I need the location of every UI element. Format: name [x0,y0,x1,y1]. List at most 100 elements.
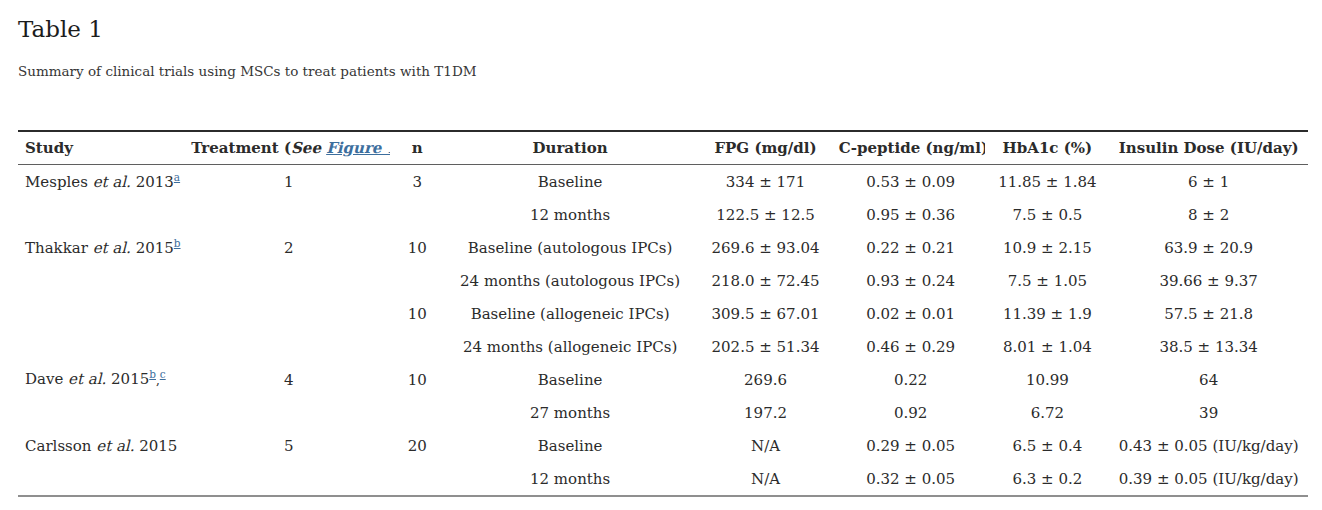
n-cell [390,330,445,363]
table-body: Mesples et al. 2013a13Baseline334 ± 1710… [18,165,1308,497]
treatment-header-prefix: Treatment ( [191,139,291,157]
table-row: Dave et al. 2015b,c410Baseline269.60.221… [18,363,1308,396]
hba1c-cell: 11.39 ± 1.9 [985,297,1109,330]
study-cell [18,198,188,231]
table-row: Mesples et al. 2013a13Baseline334 ± 1710… [18,165,1308,199]
table-row: Carlsson et al. 2015520BaselineN/A0.29 ±… [18,429,1308,462]
column-header-cpeptide: C-peptide (ng/ml) [836,131,986,165]
fpg-cell: 122.5 ± 12.5 [695,198,836,231]
figure-1-link[interactable]: Figure 1 [326,139,389,157]
table-row: 24 months (autologous IPCs)218.0 ± 72.45… [18,264,1308,297]
duration-cell: 27 months [445,396,695,429]
n-cell [390,264,445,297]
table-row: 12 months122.5 ± 12.50.95 ± 0.367.5 ± 0.… [18,198,1308,231]
cpeptide-cell: 0.22 ± 0.21 [836,231,986,264]
table-caption: Summary of clinical trials using MSCs to… [18,63,1308,80]
study-cell [18,297,188,330]
hba1c-cell: 8.01 ± 1.04 [985,330,1109,363]
study-cell [18,330,188,363]
study-etal: et al. [93,173,131,191]
duration-cell: Baseline [445,429,695,462]
cpeptide-cell: 0.46 ± 0.29 [836,330,986,363]
study-year: 2015 [134,437,177,455]
page: Table 1 Summary of clinical trials using… [0,0,1322,510]
study-author: Dave [25,370,68,388]
duration-cell: Baseline [445,165,695,199]
hba1c-cell: 6.72 [985,396,1109,429]
study-year: 2015 [106,370,149,388]
study-author: Carlsson [25,437,96,455]
duration-cell: 24 months (autologous IPCs) [445,264,695,297]
insulin-cell: 64 [1109,363,1308,396]
duration-cell: 12 months [445,198,695,231]
treatment-cell: 4 [188,363,389,396]
footnote-link-b[interactable]: b [149,368,156,380]
n-cell: 10 [390,297,445,330]
fpg-cell: 334 ± 171 [695,165,836,199]
treatment-cell: 5 [188,429,389,462]
fpg-cell: 197.2 [695,396,836,429]
treatment-cell [188,462,389,496]
insulin-cell: 38.5 ± 13.34 [1109,330,1308,363]
study-author: Thakkar [25,239,93,257]
fpg-cell: 309.5 ± 67.01 [695,297,836,330]
hba1c-cell: 6.3 ± 0.2 [985,462,1109,496]
table-row: 27 months197.20.926.7239 [18,396,1308,429]
table-row: 24 months (allogeneic IPCs)202.5 ± 51.34… [18,330,1308,363]
cpeptide-cell: 0.29 ± 0.05 [836,429,986,462]
study-etal: et al. [93,239,131,257]
fpg-cell: N/A [695,462,836,496]
hba1c-cell: 10.9 ± 2.15 [985,231,1109,264]
study-etal: et al. [96,437,134,455]
treatment-cell: 2 [188,231,389,264]
study-cell [18,264,188,297]
treatment-cell [188,198,389,231]
study-cell [18,462,188,496]
table-header-row: Study Treatment (See Figure 1) n Duratio… [18,131,1308,165]
cpeptide-cell: 0.02 ± 0.01 [836,297,986,330]
column-header-hba1c: HbA1c (%) [985,131,1109,165]
table-row: 12 monthsN/A0.32 ± 0.056.3 ± 0.20.39 ± 0… [18,462,1308,496]
study-year: 2015 [131,239,174,257]
study-cell: Dave et al. 2015b,c [18,363,188,396]
treatment-cell [188,396,389,429]
duration-cell: 24 months (allogeneic IPCs) [445,330,695,363]
treatment-cell [188,297,389,330]
column-header-fpg: FPG (mg/dl) [695,131,836,165]
duration-cell: Baseline (autologous IPCs) [445,231,695,264]
clinical-trials-table: Study Treatment (See Figure 1) n Duratio… [18,130,1308,497]
column-header-duration: Duration [445,131,695,165]
footnote-link-b[interactable]: b [174,237,181,249]
study-cell [18,396,188,429]
n-cell: 3 [390,165,445,199]
insulin-cell: 39.66 ± 9.37 [1109,264,1308,297]
column-header-n: n [390,131,445,165]
cpeptide-cell: 0.92 [836,396,986,429]
cpeptide-cell: 0.32 ± 0.05 [836,462,986,496]
fpg-cell: 269.6 [695,363,836,396]
cpeptide-cell: 0.95 ± 0.36 [836,198,986,231]
footnote-link-c[interactable]: c [160,368,166,380]
hba1c-cell: 6.5 ± 0.4 [985,429,1109,462]
column-header-insulin: Insulin Dose (IU/day) [1109,131,1308,165]
page-title: Table 1 [18,14,1308,44]
table-row: Thakkar et al. 2015b210Baseline (autolog… [18,231,1308,264]
fpg-cell: 218.0 ± 72.45 [695,264,836,297]
treatment-cell [188,330,389,363]
duration-cell: Baseline [445,363,695,396]
n-cell [390,396,445,429]
footnote-link-a[interactable]: a [174,171,180,183]
insulin-cell: 8 ± 2 [1109,198,1308,231]
table-row: 10Baseline (allogeneic IPCs)309.5 ± 67.0… [18,297,1308,330]
treatment-cell: 1 [188,165,389,199]
n-cell [390,462,445,496]
fpg-cell: 202.5 ± 51.34 [695,330,836,363]
hba1c-cell: 10.99 [985,363,1109,396]
study-author: Mesples [25,173,93,191]
cpeptide-cell: 0.53 ± 0.09 [836,165,986,199]
hba1c-cell: 7.5 ± 0.5 [985,198,1109,231]
duration-cell: 12 months [445,462,695,496]
insulin-cell: 0.43 ± 0.05 (IU/kg/day) [1109,429,1308,462]
treatment-header-see: See [291,139,321,157]
n-cell: 10 [390,231,445,264]
